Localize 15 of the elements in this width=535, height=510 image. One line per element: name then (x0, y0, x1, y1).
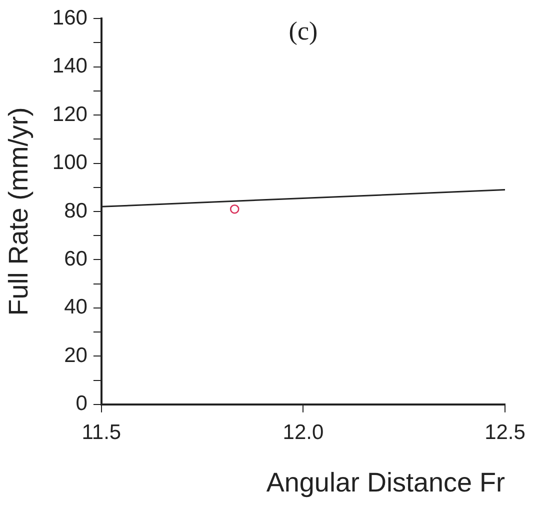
y-tick-label: 60 (64, 248, 88, 271)
x-tick-label: 12.5 (484, 420, 526, 444)
x-axis-title: Angular Distance Fr (266, 467, 505, 498)
y-tick-label: 80 (64, 199, 88, 222)
y-axis-title: Full Rate (mm/yr) (4, 107, 34, 316)
y-tick-label: 40 (64, 296, 88, 319)
y-tick-label: 160 (52, 6, 88, 30)
y-tick-label: 0 (76, 392, 88, 416)
x-tick-label: 12.0 (282, 420, 324, 444)
y-tick-label: 20 (64, 344, 88, 367)
chart-title: (c) (288, 16, 318, 46)
y-tick-label: 140 (52, 54, 88, 78)
x-tick-label: 11.5 (82, 420, 122, 444)
y-tick-label: 120 (52, 102, 88, 126)
y-tick-label: 100 (52, 151, 88, 174)
